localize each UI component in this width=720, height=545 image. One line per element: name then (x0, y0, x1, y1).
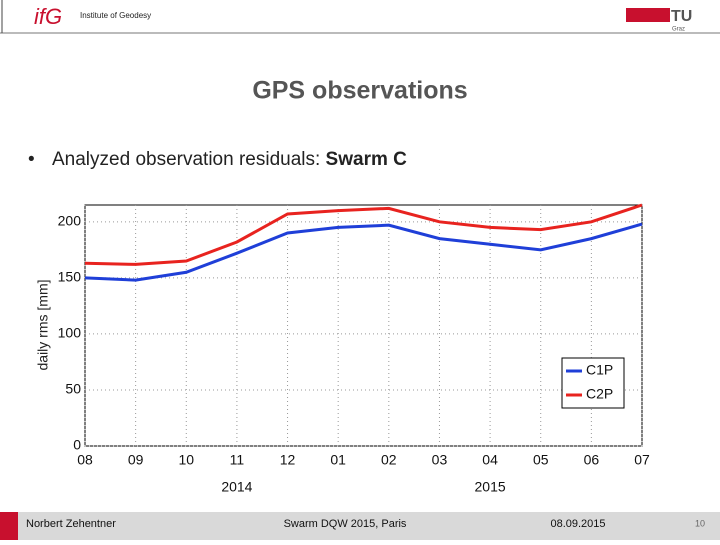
footer-date: 08.09.2015 (550, 518, 605, 530)
bullet-dot: • (28, 149, 35, 170)
footer-bar (0, 512, 720, 540)
x-tick-label: 05 (533, 452, 549, 468)
y-tick-label: 50 (65, 381, 81, 397)
x-tick-label: 12 (280, 452, 296, 468)
footer-page: 10 (695, 518, 705, 528)
legend-label: C2P (586, 386, 613, 402)
y-axis-label: daily rms [mm] (35, 280, 51, 371)
y-tick-label: 100 (58, 325, 82, 341)
bullet-bold: Swarm C (326, 149, 408, 170)
plot-area (84, 204, 643, 447)
x-tick-label: 07 (634, 452, 650, 468)
y-tick-label: 150 (58, 269, 82, 285)
footer-author: Norbert Zehentner (26, 518, 116, 530)
slide-title: GPS observations (252, 77, 467, 105)
x-tick-label: 03 (432, 452, 448, 468)
bullet-text: Analyzed observation residuals: (52, 149, 320, 170)
y-tick-label: 0 (73, 437, 81, 453)
year-label: 2014 (221, 479, 252, 495)
bullet: Analyzed observation residuals: Swarm C (52, 149, 407, 170)
series-line (84, 222, 643, 282)
legend-box (561, 357, 625, 409)
series-line (84, 203, 643, 266)
x-tick-label: 06 (584, 452, 600, 468)
x-tick-label: 10 (178, 452, 194, 468)
logo: ifG (34, 4, 62, 29)
x-tick-label: 04 (482, 452, 498, 468)
tu-logo-block (626, 8, 670, 22)
x-tick-label: 02 (381, 452, 397, 468)
footer-event: Swarm DQW 2015, Paris (284, 518, 407, 530)
x-tick-label: 01 (330, 452, 346, 468)
year-label: 2015 (475, 479, 506, 495)
x-tick-label: 11 (230, 452, 245, 468)
tu-sub: Graz (672, 27, 685, 33)
legend-label: C1P (586, 362, 613, 378)
tu-logo: TU (671, 8, 692, 25)
y-tick-label: 200 (58, 213, 82, 229)
x-tick-label: 09 (128, 452, 144, 468)
footer-accent (0, 512, 18, 540)
institute: Institute of Geodesy (80, 11, 151, 20)
x-tick-label: 08 (77, 452, 93, 468)
plot: 0 50 100 150 200 08 09 10 11 12 01 02 03 04 05 06 07 2014… (58, 203, 650, 495)
